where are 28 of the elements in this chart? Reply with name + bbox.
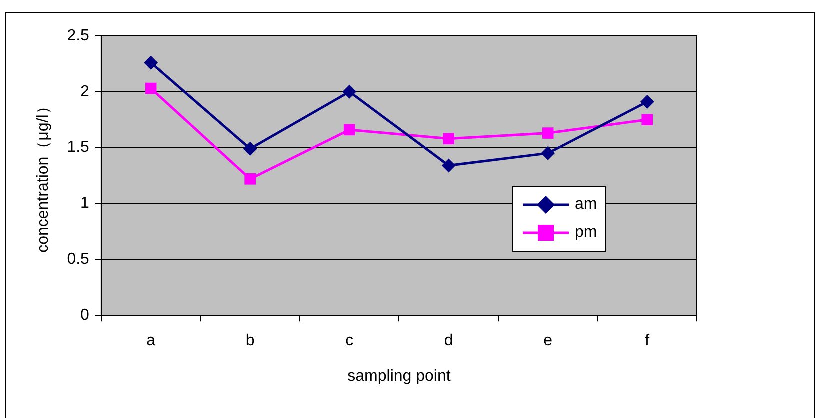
legend-label: am [575, 196, 598, 214]
point [442, 158, 456, 173]
y-tick-label: 1.5 [67, 139, 90, 156]
point [642, 114, 654, 126]
point [145, 82, 157, 94]
x-tick-label: c [346, 332, 354, 350]
point [144, 56, 158, 70]
y-tick-label: 0.5 [67, 251, 90, 268]
x-tick-label: d [444, 332, 454, 350]
x-tick-label: b [246, 332, 255, 350]
x-axis-title: sampling point [348, 368, 452, 385]
point [542, 128, 554, 139]
y-axis-title: concentration（μg/l） [35, 98, 52, 253]
legend-label: pm [575, 224, 598, 242]
x-tick-label: e [544, 332, 553, 350]
point [344, 124, 356, 136]
point [640, 94, 654, 109]
y-tick-label: 0 [80, 307, 90, 324]
point [243, 142, 258, 156]
point [342, 84, 357, 99]
point [443, 133, 455, 145]
point [244, 174, 256, 185]
y-tick-label: 1 [80, 195, 90, 212]
y-tick-label: 2.5 [67, 27, 90, 44]
x-tick-label: f [645, 332, 650, 350]
y-tick-label: 2 [80, 83, 90, 100]
point [541, 146, 556, 160]
x-tick-label: a [146, 332, 156, 350]
